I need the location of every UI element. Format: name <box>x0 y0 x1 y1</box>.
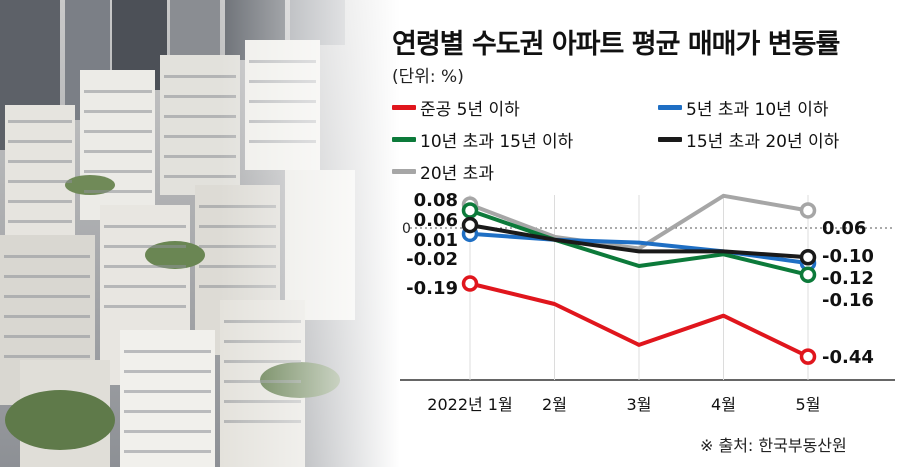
start-data-label: 0.06 <box>414 210 458 231</box>
legend-label: 20년 초과 <box>420 164 494 184</box>
chart-title: 연령별 수도권 아파트 평균 매매가 변동률 <box>392 29 840 60</box>
end-data-label: -0.16 <box>822 290 874 311</box>
start-data-label: -0.19 <box>406 278 458 299</box>
end-data-label: -0.12 <box>822 268 874 289</box>
legend-item: 준공 5년 이하 <box>392 95 520 120</box>
series-point <box>461 275 479 292</box>
legend-label: 15년 초과 20년 이하 <box>686 132 840 152</box>
series-line <box>468 223 810 260</box>
legend-label: 10년 초과 15년 이하 <box>420 132 574 152</box>
legend-swatch <box>658 105 682 110</box>
legend-swatch <box>392 169 416 174</box>
source-note: ※ 출처: 한국부동산원 <box>700 436 847 455</box>
legend-item: 10년 초과 15년 이하 <box>392 127 573 152</box>
series-line <box>468 208 810 277</box>
x-tick-label: 2022년 1월 <box>427 395 512 414</box>
legend-label: 5년 초과 10년 이하 <box>686 100 829 120</box>
end-data-label: 0.06 <box>822 218 866 239</box>
series-point <box>799 348 817 365</box>
legend-label: 준공 5년 이하 <box>420 100 520 120</box>
series-point <box>799 248 817 266</box>
series-point <box>461 216 479 234</box>
series-point <box>461 202 479 219</box>
start-data-label: 0.01 <box>414 230 458 251</box>
legend-item: 5년 초과 10년 이하 <box>658 95 829 120</box>
start-data-label: -0.02 <box>406 249 458 270</box>
legend-item: 15년 초과 20년 이하 <box>658 127 839 152</box>
x-tick-label: 4월 <box>711 395 736 414</box>
legend-swatch <box>392 137 416 142</box>
x-tick-label: 3월 <box>627 395 652 414</box>
unit-label: (단위: %) <box>392 67 464 87</box>
start-data-label: 0.08 <box>414 190 458 211</box>
legend-item: 20년 초과 <box>392 159 494 184</box>
legend-swatch <box>658 137 682 142</box>
series-point <box>799 266 817 284</box>
series-line <box>468 193 810 251</box>
zero-label: 0 <box>402 221 411 237</box>
x-tick-label: 5월 <box>796 395 821 414</box>
series-line <box>468 281 810 359</box>
series-point <box>799 202 817 219</box>
end-data-label: -0.10 <box>822 246 874 267</box>
x-tick-label: 2월 <box>542 395 567 414</box>
end-data-label: -0.44 <box>822 347 874 368</box>
legend-swatch <box>392 105 416 110</box>
